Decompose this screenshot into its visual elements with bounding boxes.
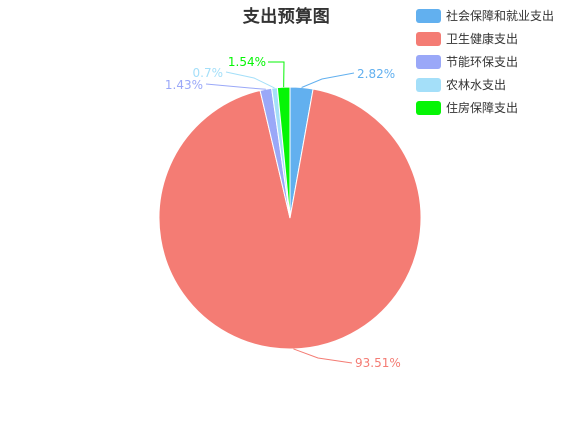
legend-swatch bbox=[416, 8, 441, 23]
legend: 社会保障和就业支出 卫生健康支出 节能环保支出 农林水支出 住房保障支出 bbox=[416, 4, 554, 119]
legend-label: 农林水支出 bbox=[446, 78, 507, 92]
pie-data-label: 0.7% bbox=[193, 66, 224, 80]
pie-slice[interactable] bbox=[158, 88, 422, 350]
pie-leader-line bbox=[225, 71, 275, 89]
legend-label: 节能环保支出 bbox=[446, 55, 519, 69]
legend-item-environment[interactable]: 节能环保支出 bbox=[416, 50, 554, 73]
legend-label: 卫生健康支出 bbox=[446, 32, 519, 46]
pie-leader-line bbox=[268, 61, 285, 88]
pie-data-label: 1.43% bbox=[165, 78, 203, 92]
legend-item-agriculture[interactable]: 农林水支出 bbox=[416, 73, 554, 96]
legend-swatch bbox=[416, 100, 441, 115]
legend-swatch bbox=[416, 77, 441, 92]
pie-leader-line bbox=[301, 72, 355, 88]
pie-slice[interactable] bbox=[276, 86, 291, 219]
chart-title-text: 支出预算图 bbox=[242, 7, 331, 27]
pie-leader-line bbox=[205, 83, 266, 90]
pie-data-label: 2.82% bbox=[357, 67, 395, 81]
legend-swatch bbox=[416, 31, 441, 46]
legend-label: 住房保障支出 bbox=[446, 101, 519, 115]
pie-leader-line bbox=[293, 348, 353, 364]
chart-title: 支出预算图 bbox=[0, 2, 583, 27]
pie-data-label: 93.51% bbox=[355, 356, 401, 370]
pie-data-label: 1.54% bbox=[228, 55, 266, 69]
legend-item-housing[interactable]: 住房保障支出 bbox=[416, 96, 554, 119]
legend-swatch bbox=[416, 54, 441, 69]
legend-item-social-security[interactable]: 社会保障和就业支出 bbox=[416, 4, 554, 27]
legend-item-health[interactable]: 卫生健康支出 bbox=[416, 27, 554, 50]
legend-label: 社会保障和就业支出 bbox=[446, 9, 555, 23]
